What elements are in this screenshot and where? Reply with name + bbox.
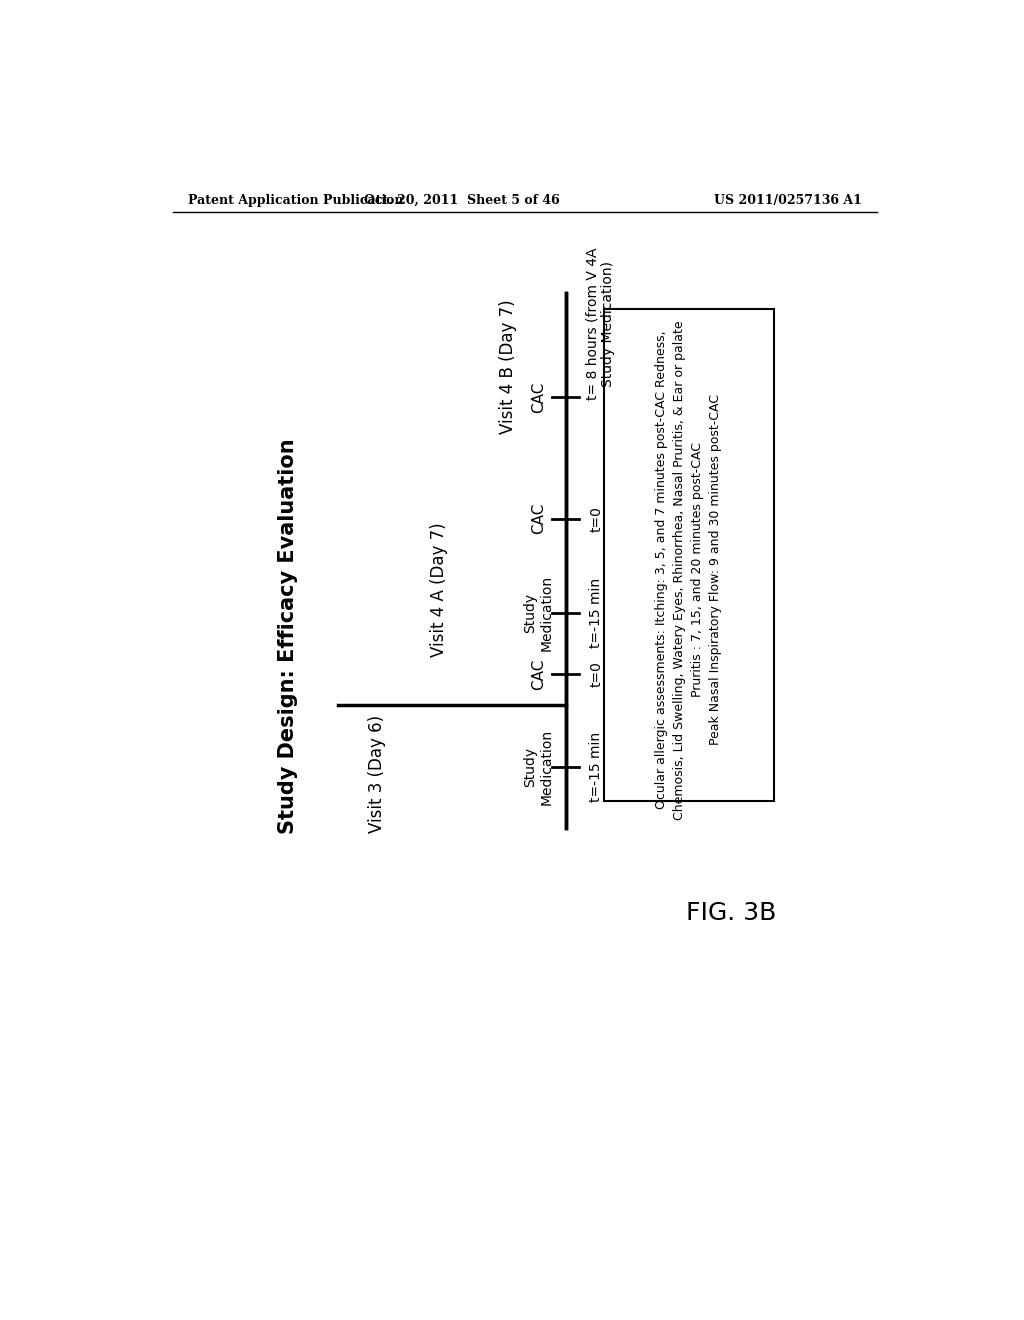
Text: t=0: t=0 <box>590 661 603 688</box>
Text: Visit 4 B (Day 7): Visit 4 B (Day 7) <box>499 300 517 433</box>
Text: CAC: CAC <box>531 659 546 690</box>
Text: t=0: t=0 <box>590 506 603 532</box>
Text: CAC: CAC <box>531 381 546 413</box>
Text: Patent Application Publication: Patent Application Publication <box>188 194 403 207</box>
Text: CAC: CAC <box>531 503 546 535</box>
Text: Oct. 20, 2011  Sheet 5 of 46: Oct. 20, 2011 Sheet 5 of 46 <box>364 194 559 207</box>
Text: Study
Medication: Study Medication <box>523 729 554 805</box>
Text: t=-15 min: t=-15 min <box>590 731 603 801</box>
Text: Visit 4 A (Day 7): Visit 4 A (Day 7) <box>429 523 447 657</box>
Text: Visit 3 (Day 6): Visit 3 (Day 6) <box>368 715 386 833</box>
Text: t= 8 hours (from V 4A
Study Medication): t= 8 hours (from V 4A Study Medication) <box>585 248 615 400</box>
Text: US 2011/0257136 A1: US 2011/0257136 A1 <box>714 194 862 207</box>
Text: Study Design: Efficacy Evaluation: Study Design: Efficacy Evaluation <box>279 438 298 834</box>
Text: t=-15 min: t=-15 min <box>590 578 603 648</box>
Text: FIG. 3B: FIG. 3B <box>686 902 776 925</box>
Text: Study
Medication: Study Medication <box>523 574 554 651</box>
Text: Ocular allergic assessments: Itching: 3, 5, and 7 minutes post-CAC Redness,
Chem: Ocular allergic assessments: Itching: 3,… <box>655 321 722 820</box>
Bar <box>604 309 773 801</box>
